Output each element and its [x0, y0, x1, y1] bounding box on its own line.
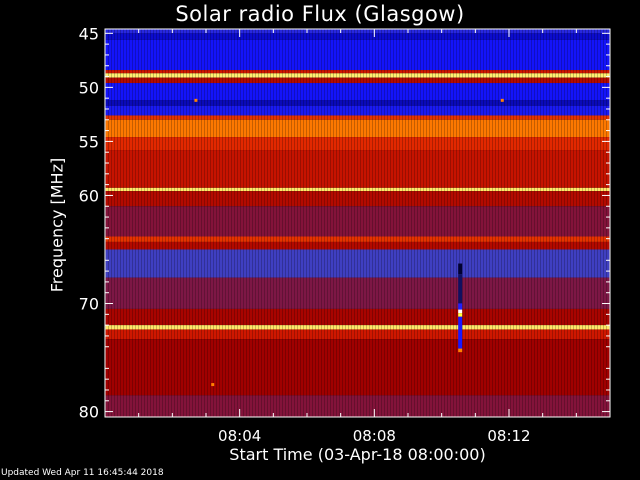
y-axis-label: Frequency [MHz]	[47, 157, 67, 293]
burst-segment-0-2	[458, 303, 463, 310]
heatmap-band-14	[105, 191, 610, 207]
update-timestamp: Updated Wed Apr 11 16:45:44 2018	[1, 468, 164, 478]
heatmap-band-6	[105, 83, 610, 101]
y-tick-label: 50	[79, 78, 99, 97]
heatmap-bands	[105, 29, 610, 417]
heatmap-band-12	[105, 150, 610, 188]
burst-segment-0-3	[458, 309, 463, 314]
hot-spot-2	[500, 98, 504, 102]
heatmap-band-24	[105, 395, 610, 417]
y-tick-label: 55	[79, 132, 99, 151]
heatmap-band-18	[105, 249, 610, 278]
heatmap-band-17	[105, 241, 610, 250]
plot-frame	[104, 28, 611, 418]
heatmap-band-8	[105, 105, 610, 116]
y-tick-label: 45	[79, 24, 99, 43]
heatmap-band-16	[105, 236, 610, 242]
heatmap-band-10	[105, 119, 610, 138]
y-tick-label: 80	[79, 403, 99, 422]
heatmap-band-1	[105, 33, 610, 40]
heatmap-band-13	[105, 187, 610, 192]
heatmap-band-9	[105, 115, 610, 120]
y-tick-label: 70	[79, 295, 99, 314]
x-tick-label: 08:12	[487, 427, 530, 445]
heatmap-band-2	[105, 39, 610, 71]
axis-ticks: 08:04 08:08 08:12 45 50 55 60 70 80	[79, 24, 610, 445]
heatmap-band-21	[105, 325, 610, 330]
y-tick-label: 60	[79, 186, 99, 205]
heatmap-band-11	[105, 137, 610, 151]
heatmap-band-23	[105, 339, 610, 396]
heatmap-band-19	[105, 277, 610, 309]
heatmap-band-7	[105, 100, 610, 106]
heatmap-band-22	[105, 329, 610, 340]
heatmap-band-0	[105, 29, 610, 34]
hot-spot-3	[211, 383, 215, 387]
x-tick-label: 08:04	[218, 427, 261, 445]
burst-segment-0-1	[458, 274, 463, 304]
burst-segment-0-4	[458, 313, 463, 317]
heatmap-band-4	[105, 73, 610, 78]
heatmap-features	[194, 98, 504, 387]
chart-title: Solar radio Flux (Glasgow)	[175, 2, 465, 26]
burst-segment-0-5	[458, 316, 463, 349]
heatmap-band-5	[105, 77, 610, 84]
heatmap-band-3	[105, 70, 610, 74]
x-tick-label: 08:08	[353, 427, 396, 445]
burst-segment-0-6	[458, 348, 463, 353]
hot-spot-1	[194, 98, 198, 102]
burst-segment-0-0	[458, 263, 463, 275]
heatmap-band-15	[105, 206, 610, 237]
x-axis-label: Start Time (03-Apr-18 08:00:00)	[229, 445, 486, 464]
heatmap-band-20	[105, 308, 610, 326]
